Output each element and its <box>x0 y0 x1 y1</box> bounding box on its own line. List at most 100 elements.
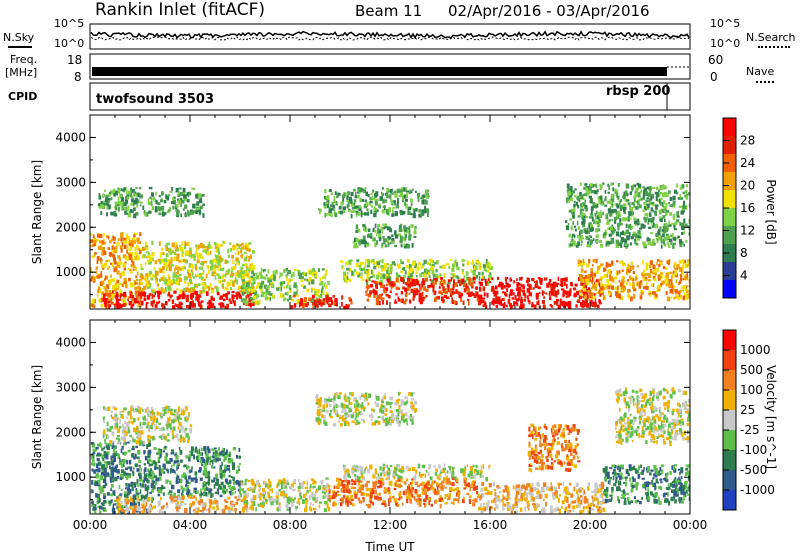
power-echo-cell <box>258 272 262 276</box>
power-echo-cell <box>155 281 158 284</box>
power-echo-cell <box>392 238 395 242</box>
velocity-echo-cell <box>102 464 106 469</box>
y-tick-label: 4000 <box>55 130 86 144</box>
power-echo-cell <box>627 263 630 269</box>
velocity-echo-cell <box>144 467 147 473</box>
power-echo-cell <box>413 209 416 215</box>
power-echo-cell <box>378 234 382 239</box>
power-echo-cell <box>381 258 384 264</box>
power-echo-cell <box>550 287 553 292</box>
power-echo-cell <box>655 205 658 210</box>
velocity-echo-cell <box>217 491 220 495</box>
power-echo-cell <box>195 284 198 288</box>
power-echo-cell <box>248 302 252 305</box>
velocity-echo-cell <box>231 492 234 496</box>
power-echo-cell <box>565 292 569 296</box>
velocity-echo-cell <box>147 497 150 501</box>
velocity-echo-cell <box>106 421 109 427</box>
power-echo-cell <box>585 235 589 240</box>
power-echo-cell <box>188 288 192 293</box>
velocity-echo-cell <box>131 486 134 492</box>
velocity-echo-region <box>240 477 331 513</box>
power-echo-cell <box>163 271 165 274</box>
velocity-echo-cell <box>222 490 226 494</box>
velocity-echo-cell <box>177 504 180 508</box>
power-echo-cell <box>100 211 103 215</box>
power-echo-cell <box>170 283 173 286</box>
power-echo-cell <box>404 288 407 292</box>
velocity-echo-cell <box>95 481 99 487</box>
power-echo-cell <box>631 186 634 192</box>
velocity-echo-cell <box>120 501 123 505</box>
power-echo-cell <box>343 275 346 281</box>
power-echo-cell <box>312 305 314 309</box>
power-echo-cell <box>118 261 122 265</box>
power-echo-cell <box>664 222 668 227</box>
power-echo-cell <box>567 191 569 197</box>
power-echo-cell <box>350 191 354 197</box>
power-echo-cell <box>165 287 167 292</box>
velocity-echo-cell <box>124 471 127 475</box>
power-echo-cell <box>518 295 520 300</box>
velocity-echo-cell <box>109 478 112 483</box>
power-echo-cell <box>111 285 115 290</box>
power-echo-cell <box>232 290 234 294</box>
nsky-label: N.Sky <box>3 31 35 44</box>
velocity-echo-cell <box>251 507 254 511</box>
velocity-echo-cell <box>163 465 166 470</box>
power-echo-cell <box>608 185 611 191</box>
power-echo-cell <box>481 299 485 304</box>
velocity-echo-cell <box>209 488 212 492</box>
power-echo-cell <box>400 270 404 274</box>
power-echo-cell <box>421 272 425 275</box>
power-echo-cell <box>167 274 170 278</box>
power-echo-cell <box>177 198 180 201</box>
velocity-echo-cell <box>167 492 170 496</box>
power-echo-cell <box>392 283 396 287</box>
velocity-echo-cell <box>157 490 161 494</box>
velocity-echo-cell <box>176 414 181 419</box>
power-echo-cell <box>197 297 200 302</box>
power-echo-cell <box>224 286 226 291</box>
power-echo-cell <box>167 197 169 201</box>
power-echo-cell <box>621 296 624 300</box>
power-echo-cell <box>244 256 248 262</box>
power-echo-cell <box>637 183 642 188</box>
power-echo-cell <box>149 256 153 262</box>
power-echo-cell <box>238 272 241 276</box>
power-echo-region <box>102 290 255 309</box>
power-echo-cell <box>259 285 263 289</box>
power-echo-cell <box>136 294 139 300</box>
power-echo-cell <box>151 295 154 299</box>
power-echo-cell <box>237 250 240 255</box>
velocity-echo-cell <box>104 471 107 474</box>
power-echo-cell <box>405 298 408 302</box>
power-echo-cell <box>455 289 458 294</box>
power-echo-cell <box>336 203 339 206</box>
velocity-echo-cell <box>92 449 96 454</box>
power-echo-cell <box>342 197 345 203</box>
velocity-echo-cell <box>162 492 165 496</box>
power-echo-cell <box>425 189 428 194</box>
velocity-echo-cell <box>110 455 113 461</box>
power-echo-cell <box>682 264 685 270</box>
velocity-echo-cell <box>150 507 153 510</box>
power-echo-cell <box>626 235 630 241</box>
power-echo-cell <box>97 293 99 298</box>
velocity-echo-cell <box>199 488 202 492</box>
freq-tick-low: 8 <box>74 70 82 84</box>
power-echo-cell <box>622 239 626 242</box>
power-echo-cell <box>397 233 402 237</box>
power-echo-cell <box>632 206 636 209</box>
velocity-echo-cell <box>160 506 164 510</box>
power-echo-cell <box>191 292 194 298</box>
power-echo-cell <box>369 200 373 204</box>
power-echo-cell <box>180 259 183 263</box>
power-echo-cell <box>379 196 383 201</box>
power-echo-cell <box>446 283 449 288</box>
power-echo-cell <box>668 238 673 243</box>
power-echo-cell <box>475 259 477 263</box>
power-echo-cell <box>579 208 582 213</box>
velocity-echo-cell <box>119 477 123 480</box>
power-echo-cell <box>587 230 590 234</box>
